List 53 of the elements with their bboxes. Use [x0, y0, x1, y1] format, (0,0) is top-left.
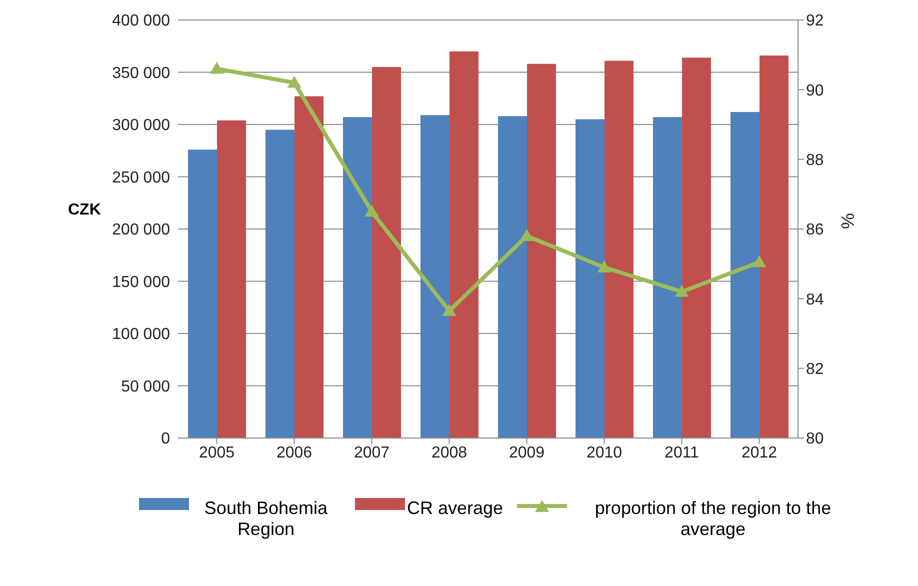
- point: [364, 204, 379, 217]
- x-tick-label: 2011: [664, 444, 700, 462]
- y-tick-label: 400 000: [112, 12, 170, 30]
- y-tick-label: 150 000: [112, 274, 170, 291]
- bar: [730, 112, 760, 438]
- bar: [372, 67, 401, 438]
- point: [752, 255, 766, 268]
- point: [442, 304, 456, 316]
- point: [674, 284, 689, 297]
- x-tick-label: 2007: [354, 444, 390, 462]
- bar: [188, 150, 217, 438]
- point: [287, 76, 302, 88]
- bar: [527, 64, 556, 438]
- y-tick-label: 250 000: [112, 169, 170, 186]
- bar: [420, 115, 450, 438]
- point: [520, 228, 534, 241]
- y-tick-label: 200 000: [112, 222, 170, 239]
- bar: [217, 120, 246, 438]
- x-tick-label: 2010: [586, 444, 622, 462]
- bar: [760, 56, 788, 438]
- x-tick-label: 2005: [198, 444, 235, 462]
- point: [597, 260, 612, 272]
- bar: [576, 119, 604, 438]
- y-tick-label: 350 000: [112, 64, 170, 82]
- y2-tick-label: 88: [806, 152, 824, 170]
- point: [210, 62, 224, 74]
- y-tick-label: 0: [161, 430, 170, 448]
- bar: [682, 58, 711, 438]
- y2-tick-label: 82: [806, 361, 824, 378]
- y2-tick-label: 92: [806, 12, 824, 30]
- y2-tick-label: 90: [806, 82, 824, 100]
- bar: [653, 117, 682, 438]
- bar: [294, 96, 324, 438]
- y2-tick-label: 80: [806, 430, 824, 448]
- bar: [450, 51, 478, 438]
- legend-label: South Bohemia Region: [203, 498, 329, 540]
- bar: [266, 130, 294, 438]
- x-tick-label: 2012: [741, 444, 778, 462]
- x-tick-label: 2009: [508, 444, 545, 462]
- x-tick-label: 2008: [431, 444, 468, 462]
- y-tick-label: 100 000: [112, 326, 170, 344]
- legend-label: proportion of the region to the average: [594, 498, 832, 540]
- x-tick-label: 2006: [276, 444, 312, 462]
- bar: [343, 117, 372, 438]
- legend-label: CR average: [406, 498, 504, 519]
- bar: [604, 60, 634, 438]
- y-tick-label: 50 000: [121, 378, 170, 396]
- y-axis-title: CZK: [68, 202, 102, 219]
- y2-tick-label: 86: [806, 222, 824, 239]
- bar: [498, 116, 527, 438]
- y-tick-label: 300 000: [112, 117, 170, 134]
- y2-tick-label: 84: [806, 291, 824, 308]
- y2-axis-title: %: [838, 212, 858, 229]
